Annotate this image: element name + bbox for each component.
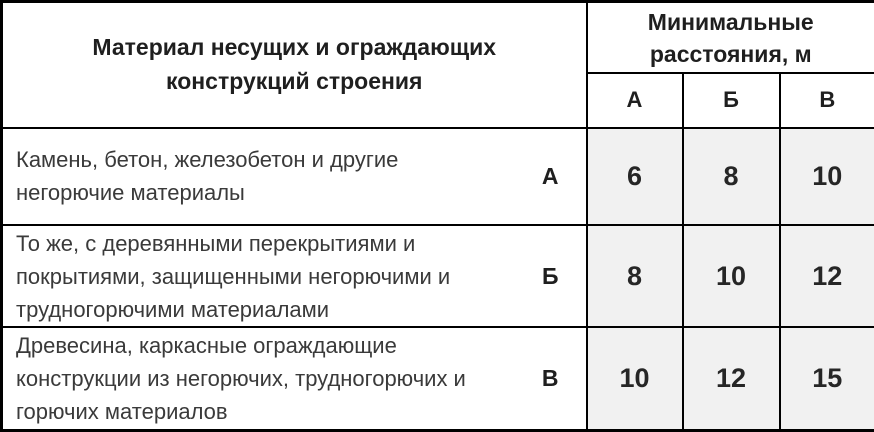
value-cell: 12	[778, 223, 874, 329]
table-row: То же, с деревянными перекрытиями и покр…	[0, 223, 874, 329]
column-header-v: В	[778, 71, 874, 129]
material-cell: Камень, бетон, железобетон и другие него…	[0, 126, 588, 226]
value-cell: 12	[681, 326, 781, 432]
table-row: Древесина, каркасные ограждающие констру…	[0, 326, 874, 432]
value-cell: 10	[681, 223, 781, 329]
material-text: То же, с деревянными перекрытиями и покр…	[16, 230, 451, 322]
material-cell-content: Древесина, каркасные ограждающие констру…	[4, 329, 585, 428]
row-letter: Б	[541, 262, 559, 289]
value-cell: 10	[585, 326, 684, 432]
value-cell: 6	[585, 126, 684, 226]
value-cell: 8	[585, 223, 684, 329]
distances-group-header: Минимальные расстояния, м	[585, 0, 874, 74]
material-column-header: Материал несущих и ограждающих конструкц…	[0, 0, 588, 129]
material-cell: То же, с деревянными перекрытиями и покр…	[0, 223, 588, 329]
header-row-top: Материал несущих и ограждающих конструкц…	[0, 0, 874, 129]
column-header-b: Б	[681, 71, 781, 129]
header-row-columns: А Б В	[2, 71, 874, 129]
table-row: Камень, бетон, железобетон и другие него…	[0, 126, 874, 226]
material-text: Камень, бетон, железобетон и другие него…	[16, 147, 399, 206]
value-cell: 8	[681, 126, 781, 226]
value-cell: 10	[778, 126, 874, 226]
row-letter: В	[541, 365, 559, 392]
value-cell: 15	[778, 326, 874, 432]
material-cell-content: То же, с деревянными перекрытиями и покр…	[4, 227, 585, 326]
column-header-a: А	[585, 71, 684, 129]
material-cell: Древесина, каркасные ограждающие констру…	[0, 326, 588, 432]
row-letter: А	[541, 162, 559, 189]
material-text: Древесина, каркасные ограждающие констру…	[16, 333, 466, 425]
material-cell-content: Камень, бетон, железобетон и другие него…	[4, 143, 585, 209]
